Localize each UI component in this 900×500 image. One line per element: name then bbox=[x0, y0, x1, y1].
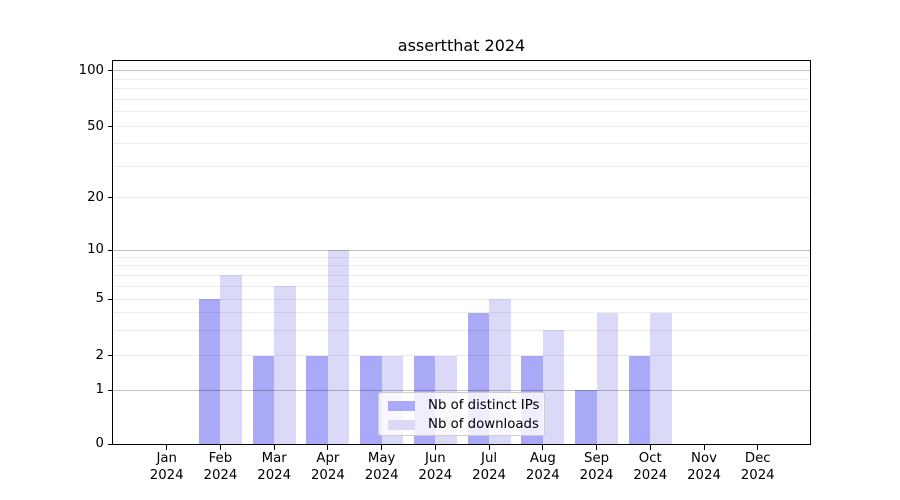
bar-downloads-feb bbox=[220, 275, 242, 444]
bar-distinct-ips-oct bbox=[628, 355, 651, 444]
x-tick-label-jul: Jul 2024 bbox=[472, 451, 506, 483]
minor-gridline bbox=[113, 165, 810, 167]
y-tick-label: 1 bbox=[95, 382, 104, 397]
x-tick-label-may: May 2024 bbox=[364, 451, 399, 483]
legend-label-distinct-ips: Nb of distinct IPs bbox=[428, 398, 540, 413]
y-tick-label: 0 bbox=[95, 436, 104, 451]
y-tick-label: 2 bbox=[95, 347, 104, 363]
x-tick-mark bbox=[488, 445, 490, 450]
y-tick-mark bbox=[108, 70, 113, 71]
minor-gridline bbox=[113, 329, 810, 331]
y-tick-label: 50 bbox=[87, 118, 104, 134]
bar-distinct-ips-feb bbox=[198, 299, 221, 444]
y-tick-label: 5 bbox=[95, 291, 104, 306]
x-tick-mark bbox=[649, 445, 651, 450]
x-tick-mark bbox=[434, 445, 436, 450]
x-tick-mark bbox=[703, 445, 705, 450]
x-tick-label-nov: Nov 2024 bbox=[687, 451, 721, 483]
bar-downloads-mar bbox=[274, 286, 296, 444]
x-tick-label-jan: Jan 2024 bbox=[149, 451, 184, 483]
x-tick-mark bbox=[327, 445, 329, 450]
bar-distinct-ips-mar bbox=[252, 355, 275, 444]
bar-downloads-apr bbox=[327, 250, 350, 444]
bar-downloads-sep bbox=[596, 312, 619, 444]
chart-title: assertthat 2024 bbox=[397, 36, 526, 55]
y-tick-mark bbox=[108, 389, 113, 391]
minor-gridline bbox=[113, 78, 810, 80]
y-tick-mark bbox=[108, 126, 113, 127]
major-gridline bbox=[113, 70, 810, 71]
legend-swatch-downloads bbox=[388, 419, 415, 430]
x-tick-label-oct: Oct 2024 bbox=[633, 451, 668, 483]
legend-label-downloads: Nb of downloads bbox=[428, 417, 539, 432]
x-tick-label-dec: Dec 2024 bbox=[740, 451, 775, 483]
minor-gridline bbox=[113, 126, 810, 127]
x-tick-mark bbox=[542, 445, 544, 450]
major-gridline bbox=[113, 389, 810, 391]
y-tick-mark bbox=[108, 249, 113, 251]
y-tick-label: 10 bbox=[87, 242, 104, 257]
legend: Nb of distinct IPs Nb of downloads bbox=[378, 392, 545, 436]
bar-downloads-oct bbox=[650, 312, 672, 444]
bar-distinct-ips-sep bbox=[575, 390, 597, 444]
y-tick-label: 20 bbox=[87, 189, 104, 205]
x-tick-label-jun: Jun 2024 bbox=[418, 451, 453, 483]
x-tick-mark bbox=[166, 445, 168, 450]
x-tick-label-aug: Aug 2024 bbox=[525, 451, 560, 483]
x-tick-mark bbox=[219, 445, 221, 450]
plot-area bbox=[112, 60, 811, 445]
x-tick-label-mar: Mar 2024 bbox=[257, 451, 292, 483]
minor-gridline bbox=[113, 285, 810, 287]
bar-distinct-ips-may bbox=[360, 355, 382, 444]
x-tick-mark bbox=[596, 445, 598, 450]
legend-swatch-distinct-ips bbox=[388, 400, 415, 411]
x-tick-label-apr: Apr 2024 bbox=[310, 451, 345, 483]
x-tick-mark bbox=[273, 445, 275, 450]
y-tick-mark bbox=[108, 443, 113, 445]
bar-distinct-ips-apr bbox=[306, 355, 328, 444]
minor-gridline bbox=[113, 298, 810, 300]
x-tick-label-sep: Sep 2024 bbox=[579, 451, 614, 483]
y-tick-mark bbox=[108, 355, 113, 356]
minor-gridline bbox=[113, 143, 810, 145]
minor-gridline bbox=[113, 98, 810, 100]
minor-gridline bbox=[113, 265, 810, 267]
bar-downloads-aug bbox=[542, 330, 565, 444]
legend-item-distinct-ips: Nb of distinct IPs bbox=[385, 396, 540, 415]
minor-gridline bbox=[113, 256, 810, 258]
x-tick-mark bbox=[757, 445, 759, 450]
minor-gridline bbox=[113, 274, 810, 276]
x-tick-label-feb: Feb 2024 bbox=[203, 451, 238, 483]
minor-gridline bbox=[113, 88, 810, 90]
major-gridline bbox=[113, 249, 810, 251]
y-tick-label: 100 bbox=[78, 62, 104, 78]
legend-item-downloads: Nb of downloads bbox=[385, 415, 539, 434]
minor-gridline bbox=[113, 312, 810, 314]
minor-gridline bbox=[113, 197, 810, 198]
y-tick-mark bbox=[108, 298, 113, 300]
minor-gridline bbox=[113, 111, 810, 113]
minor-gridline bbox=[113, 355, 810, 356]
x-tick-mark bbox=[381, 445, 383, 450]
y-tick-mark bbox=[108, 197, 113, 198]
